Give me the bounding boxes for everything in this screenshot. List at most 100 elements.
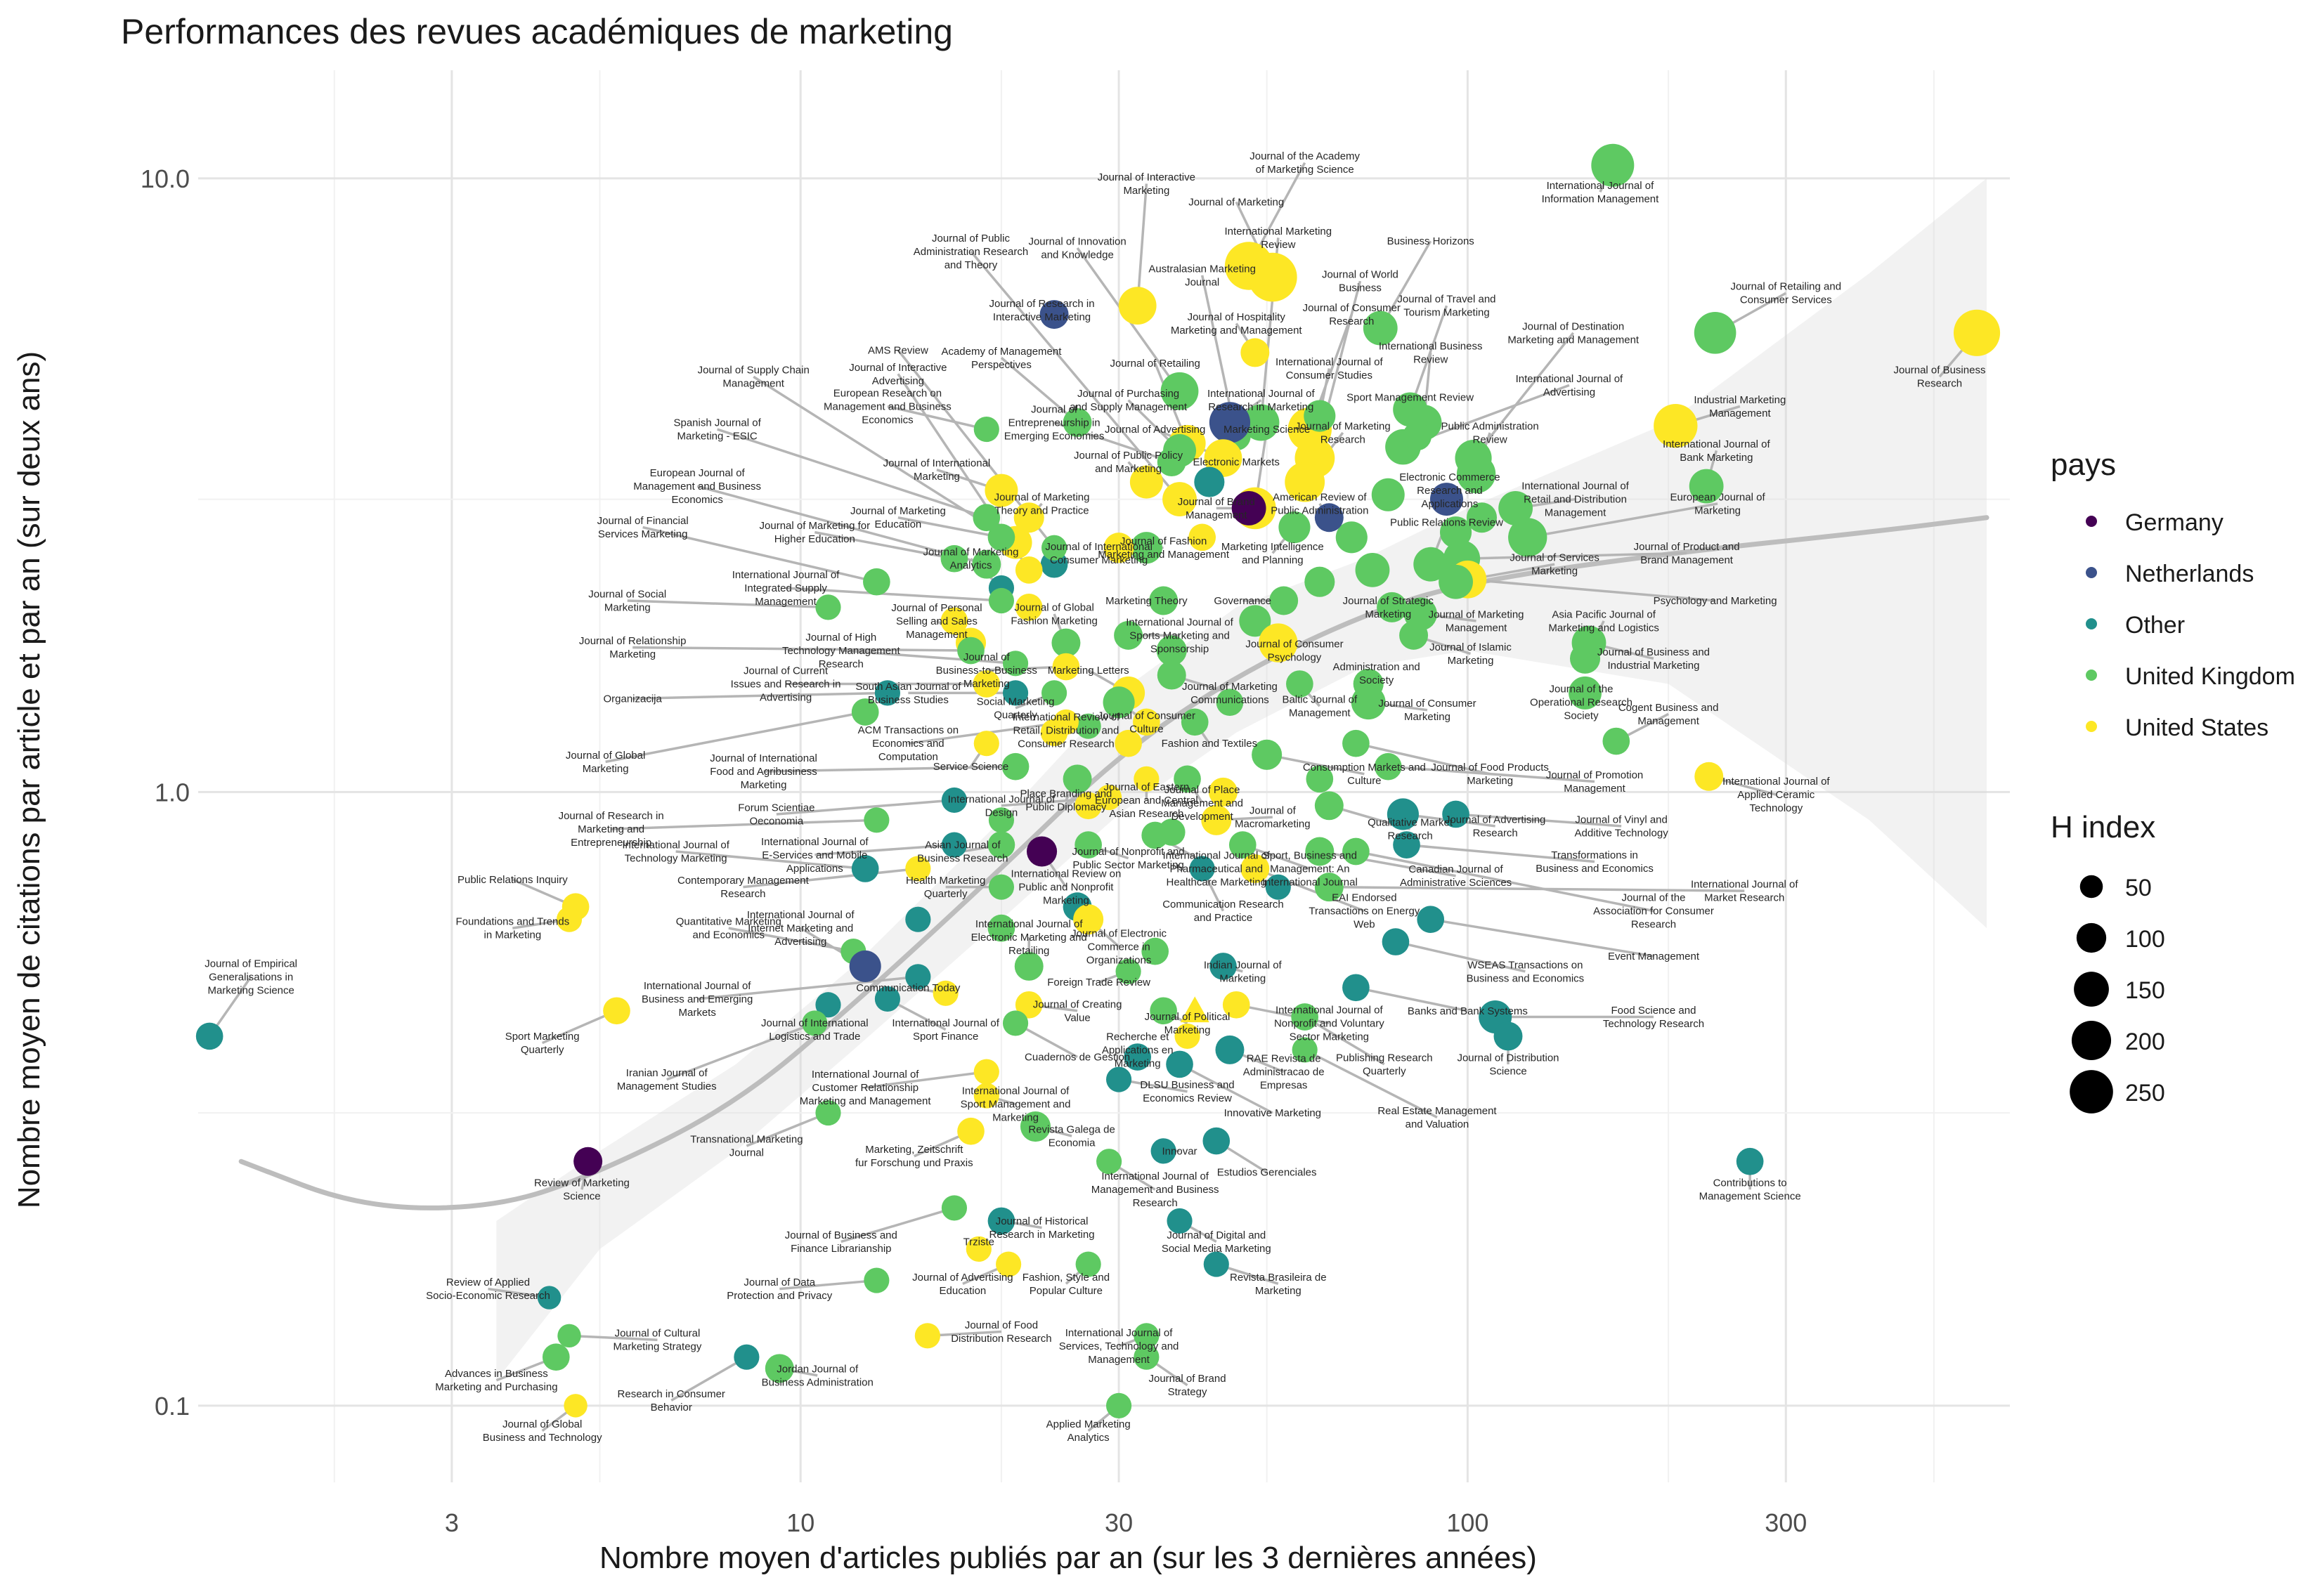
point-label: Journal of Distribution Science [1457, 1052, 1559, 1077]
leader-line [1319, 850, 1456, 877]
data-point [1020, 1111, 1051, 1142]
data-point [1181, 708, 1209, 736]
point-label: Journal of Brand Management [1178, 496, 1255, 521]
point-label: Journal of Business-to-Business Marketing [936, 651, 1037, 690]
data-point [1498, 491, 1533, 525]
data-point [973, 504, 1001, 532]
color-legend-title: pays [2051, 448, 2116, 482]
data-point [1689, 469, 1724, 504]
data-point [1015, 991, 1043, 1019]
data-point [1242, 404, 1280, 441]
leader-line [696, 485, 987, 566]
data-point [1162, 482, 1197, 516]
point-label: Place Branding and Public Diplomacy [1020, 788, 1112, 813]
data-point [1201, 804, 1232, 835]
data-point [863, 568, 890, 596]
point-label: Banks and Bank Systems [1408, 1005, 1528, 1017]
point-label: Review of Marketing Science [534, 1177, 630, 1203]
data-point [1027, 836, 1058, 867]
point-label: Journal of Marketing for Higher Education [760, 520, 871, 545]
point-label: Journal of Personal Selling and Sales Mana… [891, 602, 982, 641]
point-label: Journal of Public Policy and Marketing [1074, 450, 1183, 475]
data-point [1194, 466, 1225, 497]
point-label: Journal of Advertising Education [912, 1272, 1013, 1297]
point-label: Australasian Marketing Journal [1148, 263, 1256, 288]
data-point [1040, 719, 1068, 747]
leader-line [1356, 742, 1491, 776]
point-label: International Journal of Bank Marketing [1663, 438, 1770, 464]
data-point [573, 1147, 603, 1176]
point-label: WSEAS Transactions on Business and Econom… [1467, 959, 1585, 984]
leader-line [611, 818, 877, 830]
point-label: Sport, Business and Management: An Interna… [1262, 849, 1358, 888]
data-point [1041, 680, 1067, 706]
point-label: Food Science and Technology Research [1603, 1005, 1704, 1030]
point-label: Quantitative Marketing and Economics [676, 916, 781, 941]
leader-line [666, 1021, 815, 1081]
data-point [1355, 552, 1390, 587]
data-point [1156, 635, 1187, 666]
point-label: Canadian Journal of Administrative Scienc… [1400, 863, 1512, 889]
point-label: Industrial Marketing Management [1694, 394, 1786, 419]
data-point [985, 474, 1018, 507]
leader-line [897, 516, 1002, 539]
point-label: Journal of Islamic Marketing [1429, 641, 1512, 667]
data-point [864, 807, 890, 833]
leader-line [1000, 356, 1079, 424]
point-label: International Journal of Management and B… [1091, 1170, 1219, 1209]
legend-swatch [2086, 618, 2097, 629]
point-label: Journal of Business and Industrial Market… [1597, 646, 1710, 672]
leader-line [605, 710, 866, 764]
point-label: Academy of Management Perspectives [941, 346, 1062, 371]
point-label: International Journal of Consumer Studies [1275, 356, 1383, 381]
point-label: RAE Revista de Administracao de Empresas [1243, 1053, 1325, 1092]
data-point [1002, 1010, 1029, 1036]
data-point [1174, 765, 1201, 793]
leader-line [1395, 940, 1526, 973]
point-label: Journal of Social Marketing [588, 589, 666, 614]
point-label: Fashion and Textiles [1162, 738, 1257, 750]
point-label: Forum Scientiae Oeconomia [738, 802, 814, 827]
point-label: Journal of Brand Strategy [1148, 1373, 1226, 1398]
data-point [1493, 1021, 1523, 1051]
leader-line [1356, 986, 1468, 1012]
point-label: International Journal of Pharmaceutical a… [1162, 849, 1270, 888]
confidence-band [496, 178, 1987, 1380]
point-label: Journal of Consumer Psychology [1245, 639, 1343, 664]
data-point [1602, 727, 1630, 755]
point-label: International Journal of Nonprofit and Vo… [1274, 1004, 1384, 1043]
leader-line [1179, 1063, 1273, 1114]
point-label: Communication Today [856, 982, 961, 994]
point-label: Journal of Hospitality Marketing and Mana… [1171, 311, 1303, 337]
point-label: Fashion, Style and Popular Culture [1023, 1272, 1110, 1297]
data-point [765, 1354, 794, 1383]
size-legend-swatch [2076, 922, 2107, 953]
point-labels: Journal of the Academy of Marketing Scien… [205, 150, 1985, 1444]
point-label: Journal of International Food and Agribus… [710, 752, 817, 791]
data-point [1188, 523, 1216, 551]
point-label: Spanish Journal of Marketing - ESIC [673, 417, 761, 443]
data-point [972, 549, 1001, 579]
data-point [1371, 478, 1405, 511]
size-legend-label: 150 [2125, 977, 2165, 1004]
size-legend-swatch [2070, 1070, 2113, 1114]
leader-line [1462, 551, 1687, 560]
point-label: International Journal of Applied Ceramic T… [1722, 776, 1830, 814]
point-label: Contemporary Management Research [677, 875, 810, 900]
point-label: Revista Brasileira de Marketing [1230, 1272, 1327, 1297]
point-label: Contributions to Management Science [1699, 1177, 1801, 1203]
point-label: Journal of Financial Services Marketing [597, 515, 689, 540]
data-point [1351, 685, 1386, 720]
data-point [1141, 937, 1169, 965]
point-label: Journal of Consumer Research [1303, 302, 1401, 327]
data-point [996, 1251, 1022, 1277]
data-point [1413, 547, 1448, 582]
point-label: Cuadernos de Gestion [1025, 1052, 1130, 1064]
point-label: Organizacija [603, 693, 662, 705]
data-point [1654, 404, 1698, 448]
data-point [1508, 518, 1547, 557]
point-label: Journal of International Consumer Marketi… [1045, 541, 1153, 566]
size-legend-label: 50 [2125, 875, 2152, 901]
data-point [1265, 874, 1291, 900]
point-label: Consumption Markets and Culture [1303, 762, 1426, 787]
